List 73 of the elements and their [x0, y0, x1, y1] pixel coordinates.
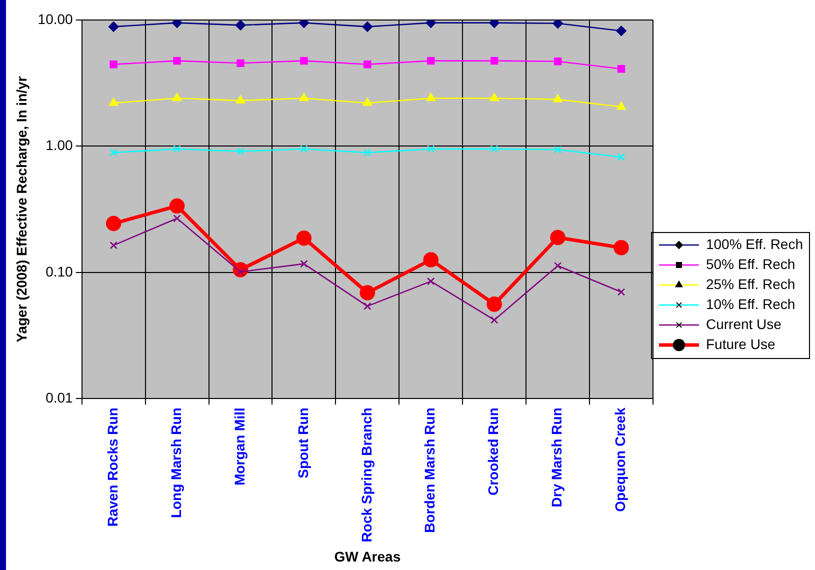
- point: [616, 26, 626, 36]
- point: [364, 302, 372, 310]
- point: [300, 56, 308, 65]
- legend-label: Current Use: [706, 316, 782, 332]
- legend-label: 10% Eff. Rech: [706, 296, 796, 312]
- point: [172, 93, 182, 102]
- point: [169, 198, 185, 214]
- point: [298, 20, 310, 28]
- point: [552, 20, 563, 29]
- point: [614, 240, 629, 256]
- point: [423, 252, 439, 268]
- point: [173, 56, 181, 65]
- x-axis-title: GW Areas: [334, 548, 401, 564]
- y-tick-label: 0.10: [46, 263, 74, 280]
- point: [110, 148, 118, 156]
- legend-label: 25% Eff. Rech: [706, 276, 796, 292]
- point: [490, 93, 499, 102]
- x-tick-label: Long Marsh Run: [168, 408, 184, 518]
- point: [300, 260, 308, 268]
- point: [490, 145, 498, 153]
- point: [172, 20, 182, 28]
- point: [427, 277, 435, 286]
- x-tick-label: Opequon Creek: [612, 407, 628, 512]
- point: [364, 60, 372, 68]
- point: [236, 59, 244, 67]
- x-tick-label: Borden Marsh Run: [422, 408, 438, 533]
- point: [299, 93, 308, 102]
- legend-label: 100% Eff. Rech: [706, 236, 804, 252]
- legend-label: Future Use: [706, 336, 776, 352]
- point: [300, 145, 308, 153]
- x-tick-label: Crooked Run: [485, 408, 502, 496]
- point: [364, 148, 372, 156]
- point: [427, 56, 435, 65]
- point: [490, 316, 498, 324]
- point: [235, 20, 246, 30]
- point: [110, 241, 118, 250]
- point: [362, 22, 373, 32]
- point: [296, 230, 312, 246]
- y-tick-label: 10.00: [38, 10, 74, 27]
- point: [617, 65, 626, 73]
- y-tick-label: 0.01: [46, 389, 74, 406]
- point: [486, 296, 502, 312]
- point: [236, 148, 244, 156]
- point: [109, 98, 118, 106]
- point: [550, 230, 566, 246]
- x-tick-label: Raven Rocks Run: [104, 408, 120, 527]
- point: [426, 20, 436, 28]
- point: [427, 145, 435, 153]
- point: [108, 22, 119, 32]
- point: [617, 288, 626, 296]
- point: [554, 58, 562, 66]
- point: [360, 285, 376, 300]
- point: [554, 146, 562, 154]
- point: [554, 262, 562, 270]
- y-tick-label: 1.00: [46, 137, 74, 154]
- point: [236, 95, 246, 104]
- point: [106, 216, 122, 232]
- x-tick-label: Dry Marsh Run: [548, 408, 565, 508]
- point: [110, 60, 118, 68]
- y-axis-title: Yager (2008) Effective Recharge, In in/yr: [13, 76, 30, 342]
- point: [173, 214, 181, 222]
- point: [489, 20, 500, 28]
- point: [616, 102, 626, 110]
- point: [617, 153, 626, 161]
- point: [362, 98, 372, 106]
- point: [553, 94, 562, 102]
- x-tick-label: Morgan Mill: [231, 408, 248, 486]
- point: [490, 56, 498, 65]
- x-tick-label: Spout Run: [294, 408, 311, 478]
- point: [173, 145, 181, 153]
- legend-label: 50% Eff. Rech: [706, 256, 796, 272]
- point: [426, 93, 436, 102]
- x-tick-label: Rock Spring Branch: [358, 408, 374, 542]
